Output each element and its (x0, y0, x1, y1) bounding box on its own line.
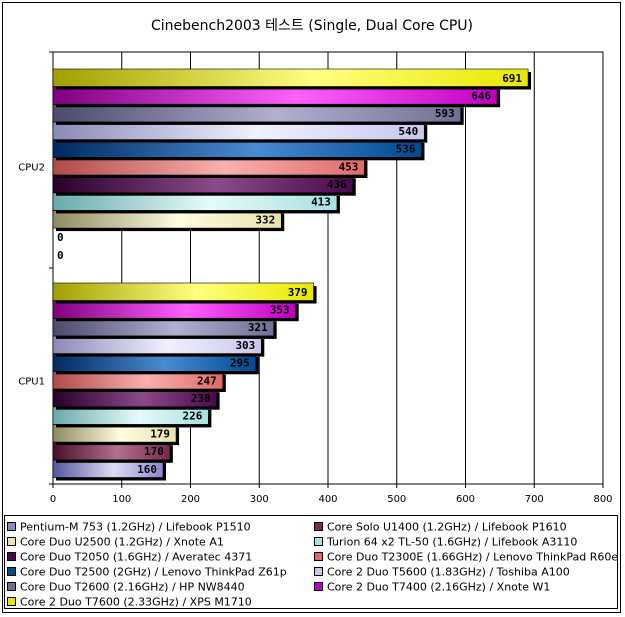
legend-label: Core Duo T2300E (1.66GHz) / Lenovo Think… (327, 550, 619, 564)
x-tick-label: 300 (250, 494, 269, 505)
x-tick-label: 100 (112, 494, 131, 505)
legend-item: Core Duo U2500 (1.2GHz) / Xnote A1 (7, 533, 224, 550)
legend-item: Turion 64 x2 TL-50 (1.6GHz) / Lifebook A… (314, 533, 577, 550)
y-axis-categories: CPU2 CPU1 (18, 162, 45, 387)
legend-swatch (7, 521, 16, 531)
legend-label: Core Duo U2500 (1.2GHz) / Xnote A1 (20, 535, 224, 549)
legend-item: Core Solo U1400 (1.2GHz) / Lifebook P161… (314, 518, 567, 535)
legend-swatch (314, 536, 323, 546)
legend-item: Core Duo T2500 (2GHz) / Lenovo ThinkPad … (7, 563, 287, 580)
legend-label: Core 2 Duo T5600 (1.83GHz) / Toshiba A10… (327, 565, 570, 579)
data-label: 540 (398, 125, 418, 138)
x-tick-label: 800 (593, 494, 612, 505)
data-label: 691 (502, 72, 522, 85)
x-tick-label: 600 (456, 494, 475, 505)
bar-cpu1-series-10 (52, 282, 314, 301)
legend-item: Core Duo T2300E (1.66GHz) / Lenovo Think… (314, 548, 618, 565)
x-axis: 0 100 200 300 400 500 600 700 800 (49, 51, 613, 505)
legend-swatch (7, 596, 16, 606)
data-label: 295 (230, 357, 250, 370)
legend-item: Core Duo T2050 (1.6GHz) / Averatec 4371 (7, 548, 252, 565)
x-tick-label: 700 (525, 494, 544, 505)
legend-label: Core 2 Duo T7400 (2.16GHz) / Xnote W1 (327, 580, 551, 594)
x-tick-label: 0 (50, 494, 56, 505)
legend: Pentium-M 753 (1.2GHz) / Lifebook P1510 C… (4, 515, 618, 609)
y-category-label: CPU1 (18, 376, 45, 387)
data-label: 332 (255, 213, 275, 226)
legend-item: Core 2 Duo T5600 (1.83GHz) / Toshiba A10… (314, 563, 570, 580)
legend-swatch (314, 551, 323, 561)
data-label: 0 (57, 249, 64, 262)
data-label: 413 (311, 196, 331, 209)
data-label: 226 (183, 410, 203, 423)
legend-item: Core 2 Duo T7400 (2.16GHz) / Xnote W1 (314, 578, 550, 595)
data-label: 179 (150, 427, 170, 440)
data-label: 303 (235, 339, 255, 352)
data-label: 379 (288, 286, 308, 299)
legend-swatch (7, 581, 16, 591)
y-category-label: CPU2 (18, 162, 45, 173)
legend-swatch (7, 566, 16, 576)
legend-label: Pentium-M 753 (1.2GHz) / Lifebook P1510 (20, 520, 251, 534)
legend-label: Core Duo T2600 (2.16GHz) / HP NW8440 (20, 580, 245, 594)
legend-label: Core Duo T2050 (1.6GHz) / Averatec 4371 (20, 550, 253, 564)
data-label: 170 (144, 445, 164, 458)
legend-label: Turion 64 x2 TL-50 (1.6GHz) / Lifebook A… (327, 535, 578, 549)
data-labels: 0 0 332 413 436 453 536 540 593 646 691 160 170 179 22… (57, 72, 522, 476)
data-label: 536 (396, 143, 416, 156)
data-label: 0 (57, 231, 64, 244)
chart-title: Cinebench2003 테스트 (Single, Dual Core CPU… (151, 18, 473, 34)
legend-item: Core 2 Duo T7600 (2.33GHz) / XPS M1710 (7, 593, 252, 610)
legend-item: Pentium-M 753 (1.2GHz) / Lifebook P1510 (7, 518, 251, 535)
data-label: 646 (471, 89, 491, 102)
legend-swatch (314, 566, 323, 576)
legend-label: Core 2 Duo T7600 (2.33GHz) / XPS M1710 (20, 595, 252, 609)
legend-label: Core Solo U1400 (1.2GHz) / Lifebook P161… (327, 520, 567, 534)
legend-swatch (314, 581, 323, 591)
legend-label: Core Duo T2500 (2GHz) / Lenovo ThinkPad … (20, 565, 287, 579)
data-label: 321 (248, 321, 268, 334)
data-label: 160 (137, 463, 157, 476)
x-tick-label: 400 (318, 494, 337, 505)
legend-item: Core Duo T2600 (2.16GHz) / HP NW8440 (7, 578, 245, 595)
data-label: 238 (191, 392, 211, 405)
data-label: 593 (435, 107, 455, 120)
legend-swatch (7, 551, 16, 561)
legend-swatch (7, 536, 16, 546)
data-label: 247 (197, 374, 217, 387)
bar-cpu2-series-10 (52, 68, 529, 87)
data-label: 453 (339, 160, 359, 173)
bars (52, 68, 532, 481)
x-tick-label: 500 (387, 494, 406, 505)
x-tick-label: 200 (181, 494, 200, 505)
legend-swatch (314, 521, 323, 531)
data-label: 353 (270, 303, 290, 316)
data-label: 436 (327, 178, 347, 191)
